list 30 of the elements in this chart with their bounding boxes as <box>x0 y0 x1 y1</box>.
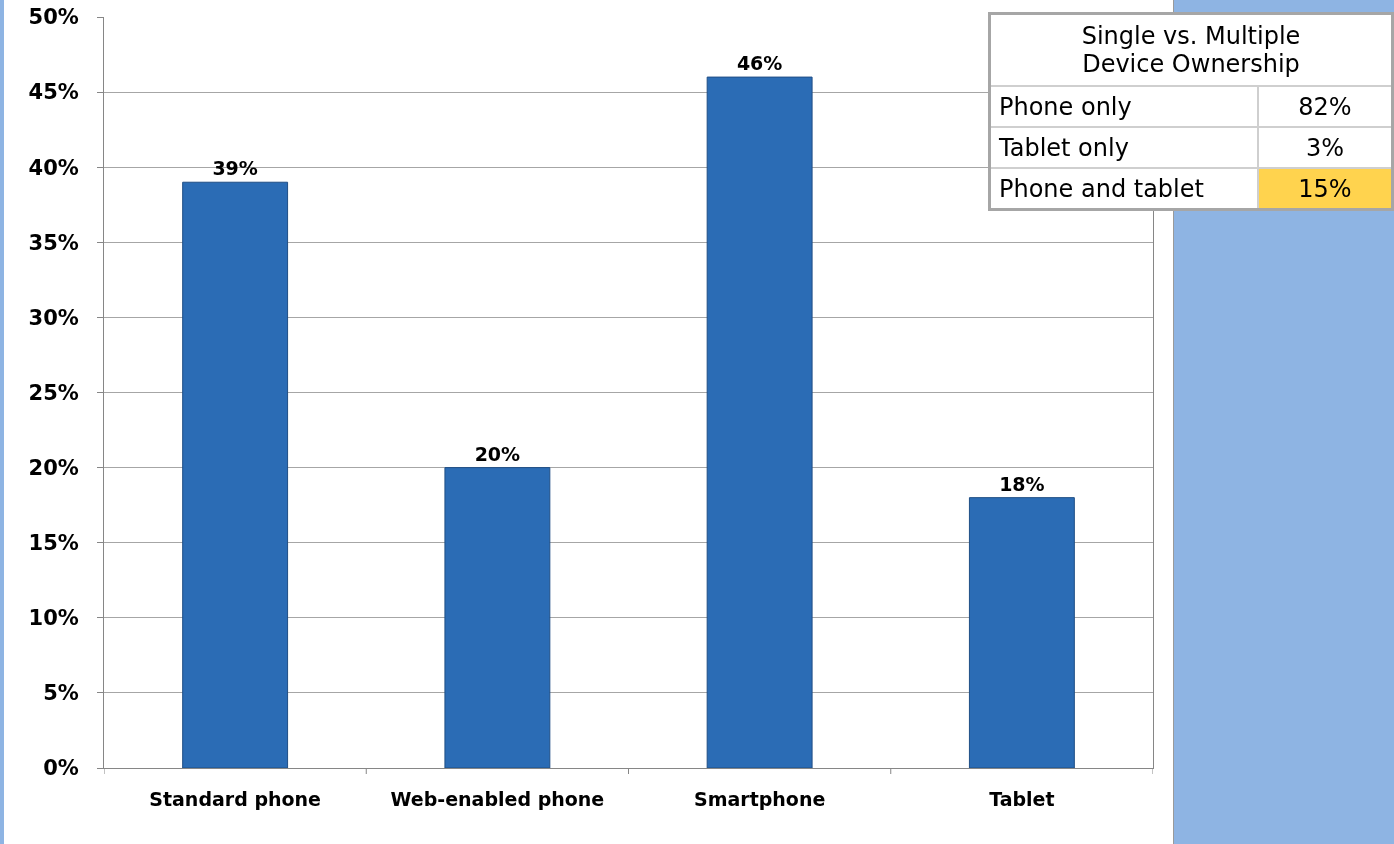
y-tick-label: 0% <box>43 756 79 781</box>
y-tick-label: 5% <box>43 681 79 706</box>
y-tick-label: 15% <box>28 531 79 556</box>
bar <box>706 76 813 768</box>
y-tick-label: 10% <box>28 606 79 631</box>
data-label: 18% <box>999 472 1045 495</box>
data-label: 20% <box>474 442 521 465</box>
x-tick-label: Tablet <box>989 787 1055 810</box>
text: Single vs. Multiple Device Ownership <box>1080 22 1302 78</box>
y-tick-label: 45% <box>28 80 79 105</box>
data-label: 39% <box>212 157 258 180</box>
x-tick-label: Standard phone <box>149 787 321 810</box>
y-tick-label: 25% <box>28 380 79 405</box>
bar <box>182 181 289 768</box>
x-tick-label: Smartphone <box>693 787 826 810</box>
data-label: 46% <box>736 52 783 75</box>
y-tick-label: 20% <box>28 455 79 480</box>
data-label: 82% <box>1258 86 1393 127</box>
category-label: Phone and tablet <box>989 168 1258 210</box>
y-tick-label: 30% <box>28 305 79 330</box>
data-label: 15% <box>1258 168 1393 210</box>
category-label: Tablet only <box>989 127 1258 168</box>
y-tick-label: 50% <box>28 5 79 30</box>
x-tick-label: Web-enabled phone <box>390 787 605 810</box>
category-label: Phone only <box>989 86 1258 127</box>
bar <box>968 497 1075 768</box>
y-tick-label: 40% <box>28 155 79 180</box>
y-tick-label: 35% <box>28 230 79 255</box>
bar <box>444 467 551 768</box>
data-label: 3% <box>1258 127 1393 168</box>
